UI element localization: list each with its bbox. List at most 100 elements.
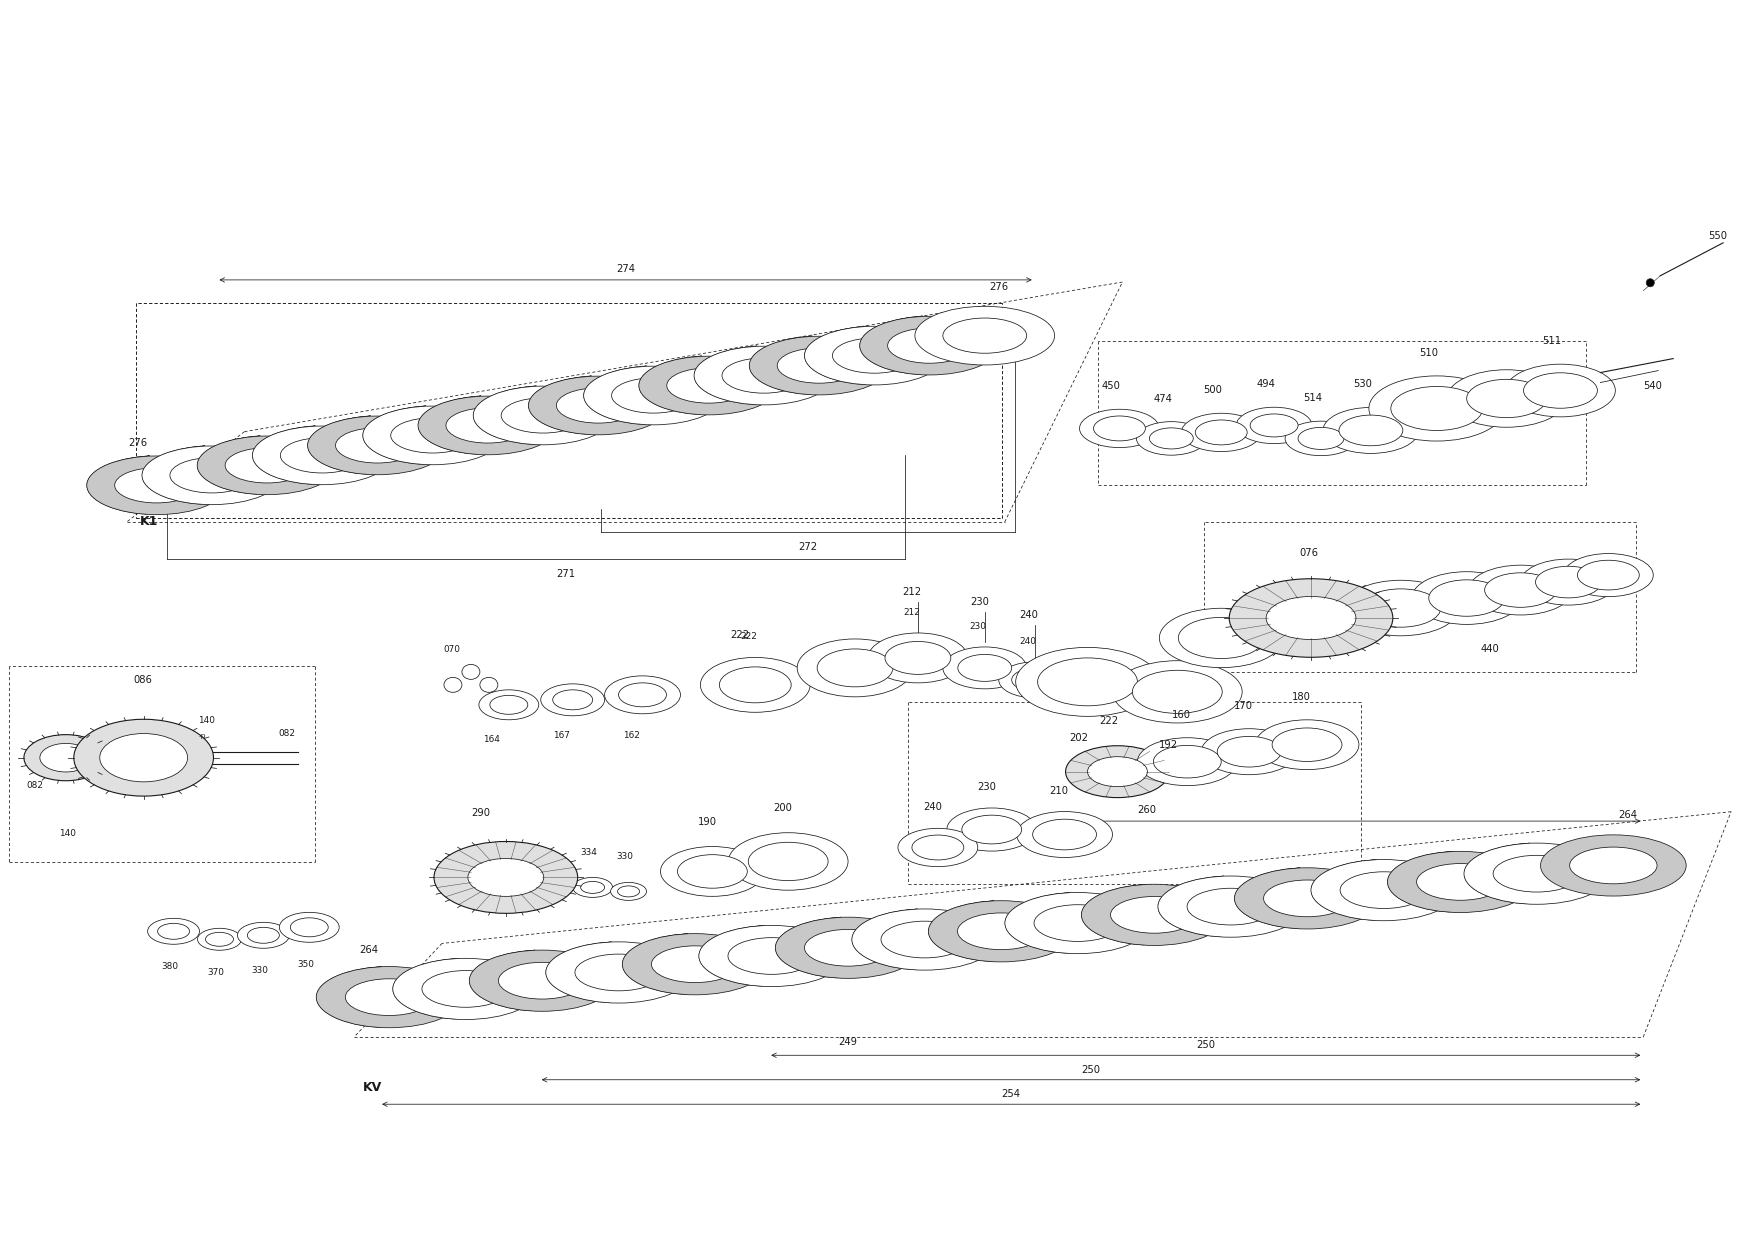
- Text: 140: 140: [60, 828, 75, 837]
- Ellipse shape: [481, 677, 498, 692]
- Ellipse shape: [114, 467, 198, 503]
- Ellipse shape: [1298, 428, 1344, 449]
- Polygon shape: [316, 966, 382, 1028]
- Text: 250: 250: [1196, 1040, 1216, 1050]
- Ellipse shape: [881, 921, 968, 957]
- Text: K1: K1: [140, 515, 158, 528]
- Polygon shape: [1465, 843, 1529, 904]
- Ellipse shape: [346, 978, 433, 1016]
- Ellipse shape: [528, 376, 668, 435]
- Ellipse shape: [1524, 373, 1598, 408]
- Ellipse shape: [1035, 905, 1121, 941]
- Text: -p: -p: [198, 733, 205, 739]
- Polygon shape: [852, 909, 917, 970]
- Ellipse shape: [695, 346, 833, 405]
- Ellipse shape: [1194, 420, 1247, 445]
- Ellipse shape: [1570, 847, 1658, 884]
- Ellipse shape: [470, 950, 616, 1012]
- Text: 380: 380: [161, 962, 179, 971]
- Text: 514: 514: [1303, 393, 1323, 403]
- Ellipse shape: [142, 446, 282, 505]
- Ellipse shape: [581, 882, 605, 893]
- Ellipse shape: [479, 689, 538, 719]
- Polygon shape: [1005, 893, 1070, 954]
- Ellipse shape: [1535, 567, 1601, 598]
- Ellipse shape: [198, 929, 242, 950]
- Ellipse shape: [237, 923, 289, 949]
- Text: 264: 264: [360, 945, 379, 955]
- Ellipse shape: [363, 405, 502, 465]
- Polygon shape: [623, 934, 688, 994]
- Text: 474: 474: [1154, 393, 1172, 404]
- Text: 290: 290: [470, 807, 489, 817]
- Ellipse shape: [574, 878, 612, 898]
- Text: 494: 494: [1256, 379, 1275, 389]
- Ellipse shape: [944, 317, 1026, 353]
- Ellipse shape: [1493, 856, 1580, 892]
- Text: 190: 190: [698, 817, 716, 827]
- Ellipse shape: [545, 942, 691, 1003]
- Ellipse shape: [433, 842, 577, 914]
- Ellipse shape: [1087, 756, 1147, 786]
- Text: 202: 202: [1070, 733, 1089, 743]
- Ellipse shape: [444, 677, 461, 692]
- Ellipse shape: [1344, 580, 1459, 636]
- Ellipse shape: [1310, 859, 1456, 921]
- Ellipse shape: [886, 641, 951, 675]
- Ellipse shape: [1180, 413, 1261, 451]
- Ellipse shape: [1154, 745, 1221, 777]
- Text: 510: 510: [1419, 348, 1438, 358]
- Ellipse shape: [723, 358, 805, 393]
- Ellipse shape: [898, 828, 977, 867]
- Text: 370: 370: [207, 968, 225, 977]
- Text: 167: 167: [553, 730, 570, 740]
- Ellipse shape: [158, 924, 189, 939]
- Ellipse shape: [423, 971, 509, 1007]
- Text: 250: 250: [1082, 1065, 1100, 1075]
- Ellipse shape: [1005, 893, 1151, 954]
- Text: 160: 160: [1172, 709, 1191, 719]
- Ellipse shape: [1038, 658, 1137, 706]
- Ellipse shape: [775, 918, 921, 978]
- Ellipse shape: [25, 734, 107, 781]
- Ellipse shape: [1484, 573, 1556, 608]
- Text: 249: 249: [838, 1037, 858, 1047]
- Polygon shape: [393, 959, 458, 1019]
- Text: 264: 264: [1619, 810, 1636, 820]
- Text: 230: 230: [970, 596, 989, 608]
- Text: 222: 222: [730, 630, 749, 640]
- Text: 076: 076: [1300, 548, 1317, 558]
- Ellipse shape: [281, 438, 365, 472]
- Ellipse shape: [1387, 852, 1533, 913]
- Ellipse shape: [1066, 745, 1170, 797]
- Polygon shape: [528, 376, 591, 434]
- Text: 212: 212: [903, 608, 919, 618]
- Text: 082: 082: [279, 729, 295, 738]
- Polygon shape: [584, 366, 647, 424]
- Ellipse shape: [461, 665, 481, 680]
- Ellipse shape: [205, 932, 233, 946]
- Ellipse shape: [1093, 415, 1145, 441]
- Ellipse shape: [540, 683, 605, 715]
- Ellipse shape: [661, 847, 765, 897]
- Ellipse shape: [279, 913, 339, 942]
- Ellipse shape: [100, 734, 188, 782]
- Ellipse shape: [1159, 609, 1284, 667]
- Ellipse shape: [1217, 737, 1280, 768]
- Ellipse shape: [610, 883, 647, 900]
- Polygon shape: [1312, 859, 1377, 920]
- Ellipse shape: [817, 649, 893, 687]
- Ellipse shape: [556, 388, 640, 423]
- Ellipse shape: [316, 966, 461, 1028]
- Ellipse shape: [1112, 661, 1242, 723]
- Ellipse shape: [749, 336, 889, 394]
- Polygon shape: [1387, 851, 1454, 913]
- Ellipse shape: [868, 632, 968, 683]
- Text: 530: 530: [1352, 379, 1372, 389]
- Ellipse shape: [196, 436, 337, 495]
- Ellipse shape: [1563, 553, 1654, 596]
- Ellipse shape: [1201, 729, 1296, 775]
- Ellipse shape: [1179, 618, 1265, 658]
- Ellipse shape: [667, 368, 751, 403]
- Ellipse shape: [575, 954, 663, 991]
